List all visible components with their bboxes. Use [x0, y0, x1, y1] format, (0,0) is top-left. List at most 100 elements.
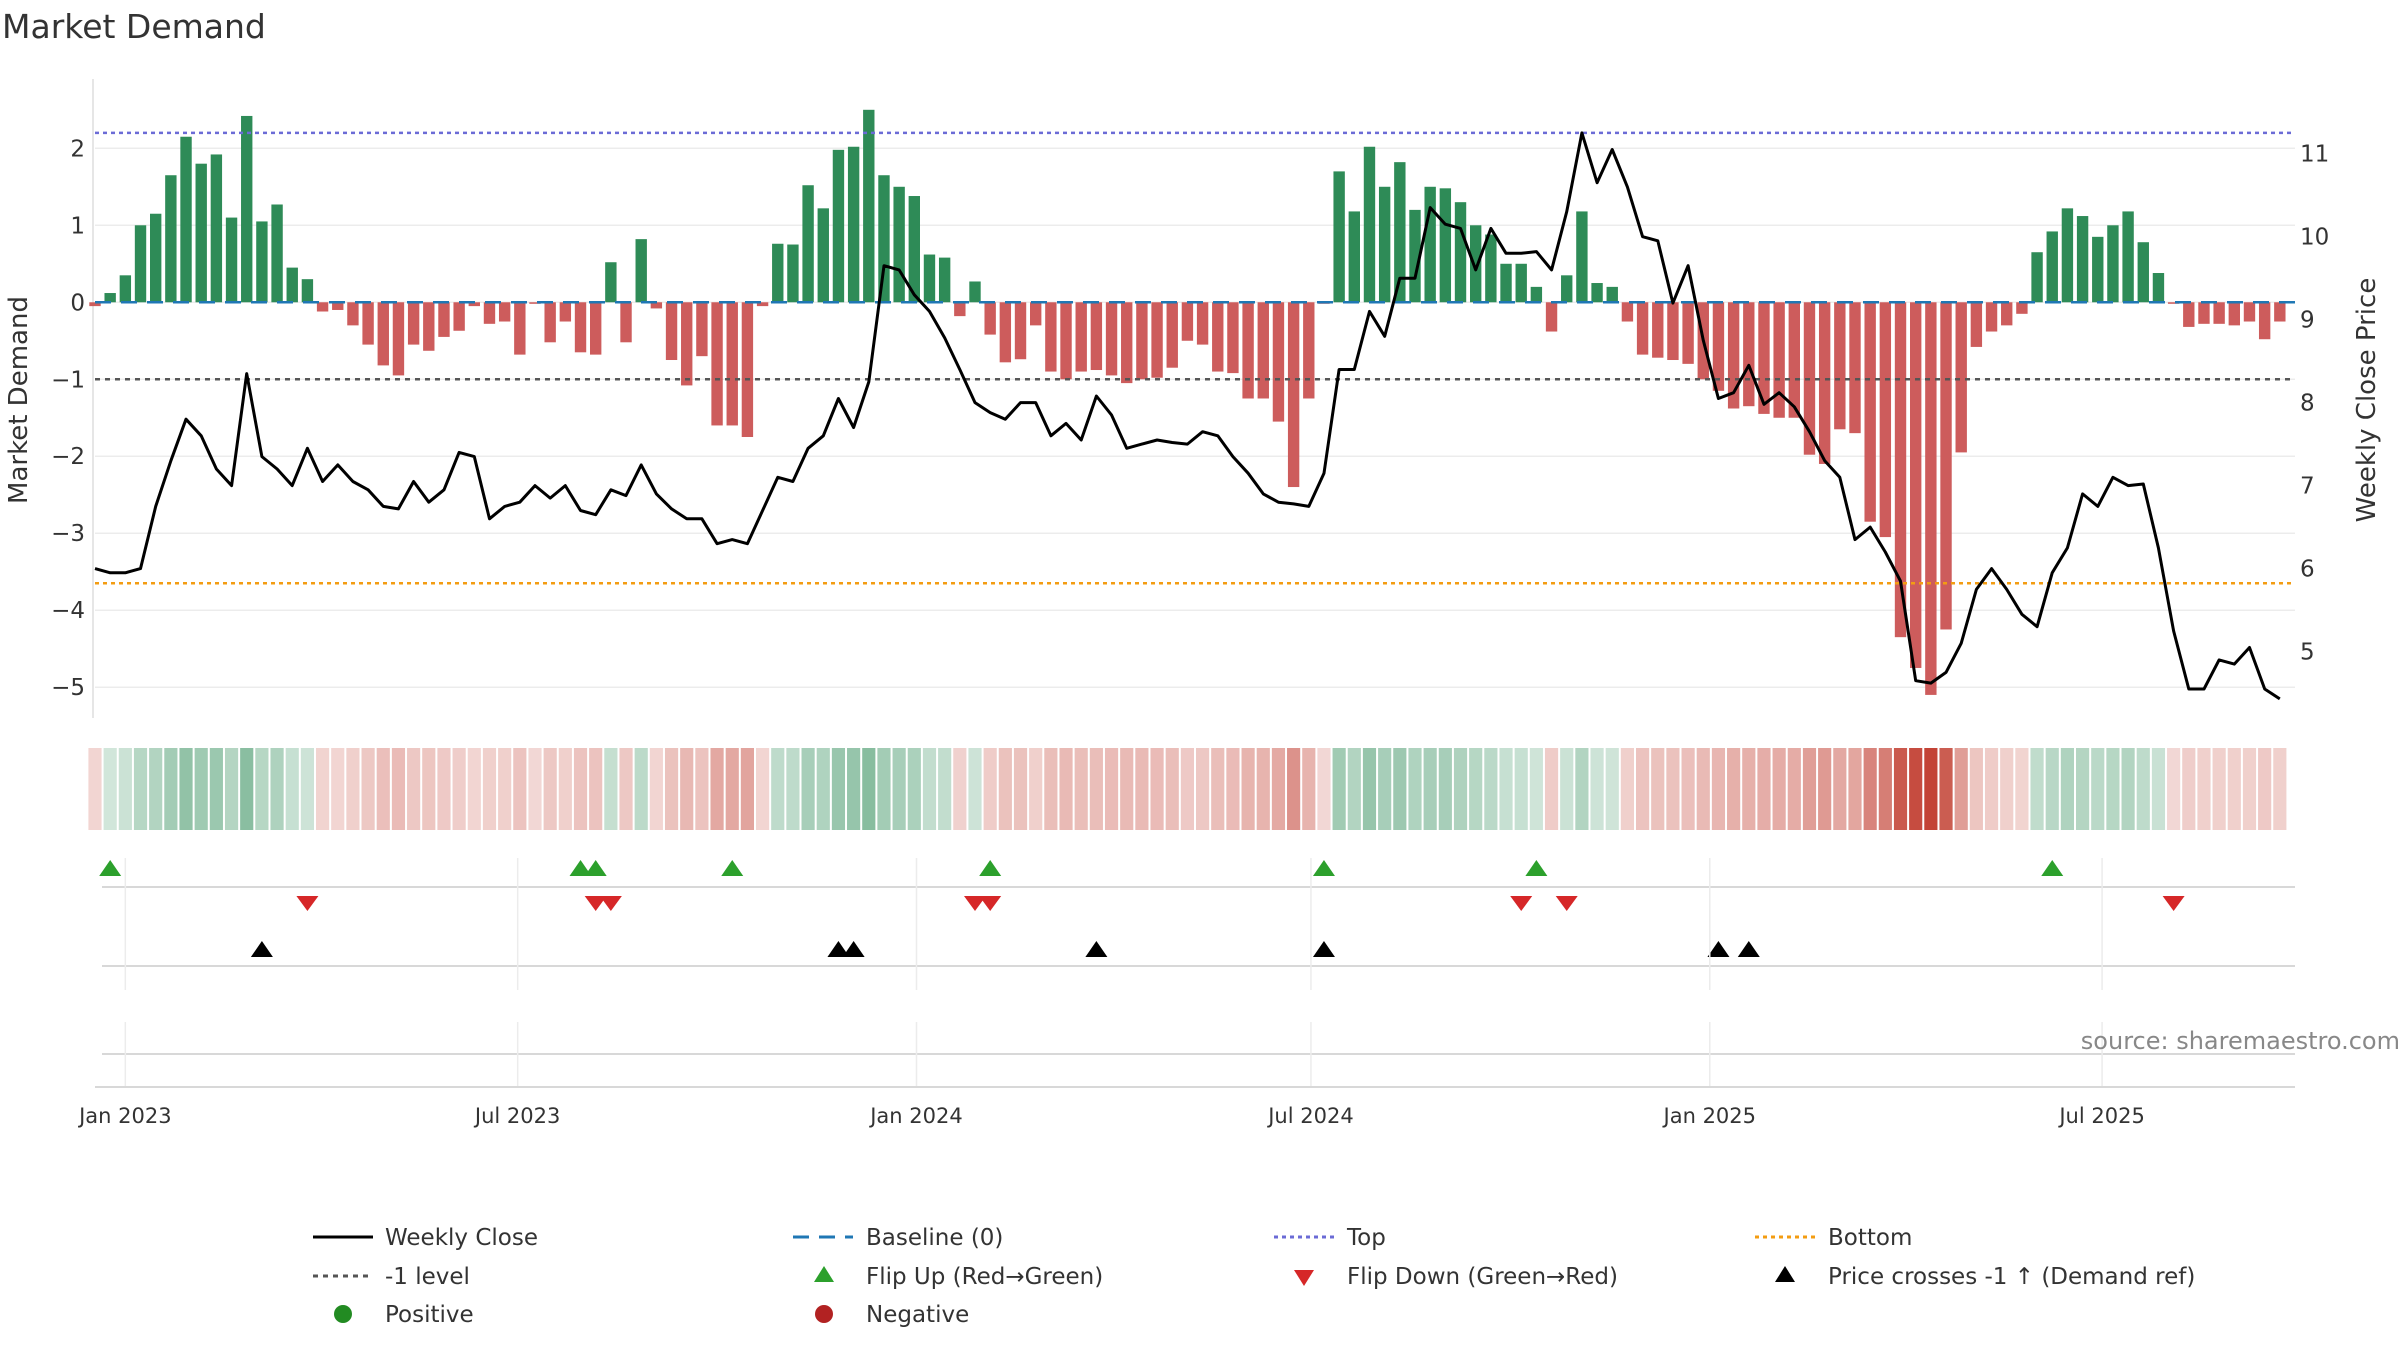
demand-bar: [1242, 302, 1254, 399]
legend-label-flip-down: Flip Down (Green→Red): [1347, 1264, 1618, 1290]
demand-bar: [225, 217, 238, 303]
demand-bar: [1287, 302, 1300, 488]
heat-cell: [1256, 748, 1270, 830]
demand-bar: [2274, 302, 2286, 322]
heat-cell: [680, 748, 694, 830]
heat-cell: [953, 748, 967, 830]
heat-cell: [907, 748, 921, 830]
heat-cell: [1453, 748, 1468, 830]
heat-cell: [558, 748, 572, 830]
heat-cell: [1878, 748, 1892, 830]
demand-bar: [1834, 302, 1846, 430]
cross-marker: [842, 941, 865, 957]
heat-cell: [1954, 748, 1968, 830]
heat-cell: [2227, 748, 2241, 830]
demand-bar: [1985, 302, 1998, 332]
x-tick-label: Jan 2023: [77, 1104, 172, 1128]
demand-bar: [1030, 302, 1042, 326]
demand-bar: [908, 196, 920, 303]
heat-cell: [619, 748, 633, 830]
source-label: source: sharemaestro.com: [2081, 1027, 2400, 1055]
heat-cell: [1423, 748, 1437, 830]
heat-cell: [209, 748, 223, 830]
demand-bar: [1530, 286, 1543, 303]
flip-up-marker: [721, 860, 744, 876]
demand-bar: [1910, 302, 1922, 668]
heat-cell: [1484, 748, 1498, 830]
heat-cell: [1211, 748, 1225, 830]
demand-bar: [195, 163, 207, 303]
heat-cell: [2182, 748, 2196, 830]
heat-cell: [1362, 748, 1377, 830]
demand-bar: [180, 136, 192, 303]
heat-cell: [133, 748, 148, 830]
heat-cell: [664, 748, 679, 830]
heat-cell: [634, 748, 648, 830]
flip-up-marker: [569, 860, 592, 876]
demand-bar: [1758, 302, 1770, 414]
demand-bar: [1788, 302, 1800, 418]
heat-cell: [1696, 748, 1710, 830]
heat-cell: [1347, 748, 1361, 830]
flip-up-marker: [979, 860, 1002, 876]
demand-bar: [1727, 302, 1740, 409]
demand-bar: [377, 302, 389, 366]
demand-bar: [1272, 302, 1285, 422]
demand-bar: [468, 302, 480, 307]
heat-cell: [149, 748, 163, 830]
legend-label-bottom: Bottom: [1828, 1225, 1912, 1251]
demand-bar: [134, 225, 147, 303]
heat-cell: [2060, 748, 2074, 830]
legend-item-negative: Negative: [815, 1302, 969, 1328]
heat-cell: [1666, 748, 1680, 830]
cross-marker: [250, 941, 273, 957]
demand-bar: [498, 302, 511, 322]
demand-bar: [650, 302, 663, 309]
demand-bar: [1181, 302, 1194, 341]
y2-axis-label: Weekly Close Price: [2352, 278, 2382, 523]
heat-cell: [2197, 748, 2211, 830]
demand-bar: [1621, 302, 1634, 322]
heat-cell: [331, 748, 345, 830]
x-tick-label: Jul 2024: [1266, 1104, 1353, 1128]
demand-bar: [999, 302, 1012, 363]
demand-bar: [286, 267, 298, 303]
demand-bar: [1667, 302, 1679, 361]
demand-bar: [1363, 146, 1376, 303]
heat-cell: [2258, 748, 2272, 830]
demand-bar: [1682, 302, 1694, 364]
demand-bar: [2243, 302, 2256, 322]
heat-cell: [1013, 748, 1028, 830]
heat-cell: [1514, 748, 1528, 830]
heat-cell: [467, 748, 481, 830]
heat-cell: [1924, 748, 1938, 830]
heat-cell: [1818, 748, 1832, 830]
legend-swatch-cross: [1775, 1266, 1795, 1282]
heat-cell: [1074, 748, 1088, 830]
heat-cell: [2151, 748, 2166, 830]
x-axis-ticks: Jan 2023 Jul 2023 Jan 2024 Jul 2024 Jan 2025…: [77, 858, 2295, 1128]
heat-cell: [771, 748, 785, 830]
heat-cell: [2106, 748, 2120, 830]
heat-cell: [118, 748, 132, 830]
demand-bar: [2137, 242, 2149, 303]
heat-cell: [695, 748, 709, 830]
heat-cell: [482, 748, 497, 830]
x-tick-label: Jan 2025: [1662, 1104, 1757, 1128]
demand-bar: [863, 109, 875, 303]
demand-bar: [1439, 188, 1452, 303]
heat-cell: [255, 748, 269, 830]
legend-label-flip-up: Flip Up (Red→Green): [866, 1264, 1103, 1290]
reference-lines: [95, 131, 2295, 585]
heat-cell: [1802, 748, 1817, 830]
demand-bar: [362, 302, 374, 345]
demand-bar: [529, 302, 541, 304]
heat-cell: [649, 748, 663, 830]
demand-bar: [347, 302, 359, 326]
demand-bar: [2031, 252, 2043, 303]
legend-item-positive: Positive: [334, 1302, 474, 1328]
flip-down-marker: [979, 896, 1002, 911]
heat-cell: [1620, 748, 1634, 830]
demand-bar: [1196, 302, 1209, 345]
demand-bar: [1470, 225, 1482, 303]
